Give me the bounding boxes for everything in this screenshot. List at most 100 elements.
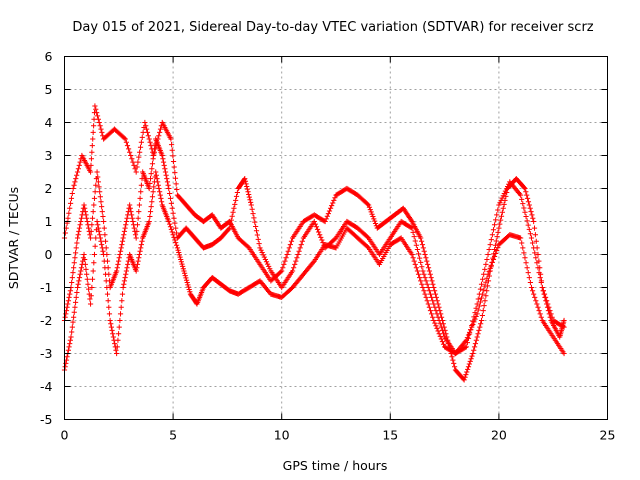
data-point — [532, 250, 538, 256]
data-point — [95, 174, 101, 180]
data-point — [96, 228, 102, 234]
data-point — [548, 311, 554, 317]
data-point — [99, 245, 105, 251]
data-point — [172, 220, 178, 226]
data-point — [100, 248, 106, 254]
data-point — [121, 281, 127, 287]
data-point — [117, 251, 123, 258]
data-point — [248, 202, 254, 208]
data-point — [138, 189, 144, 195]
data-point — [464, 335, 471, 341]
data-point — [497, 200, 503, 206]
data-point — [518, 235, 524, 241]
data-point — [101, 225, 107, 231]
data-point — [471, 344, 478, 350]
data-point — [527, 231, 533, 237]
data-point — [481, 271, 487, 277]
data-point — [489, 232, 495, 238]
data-point — [525, 199, 532, 205]
data-point — [477, 324, 483, 330]
data-point — [502, 188, 509, 194]
data-point — [91, 116, 97, 122]
data-point — [521, 205, 527, 211]
data-point — [175, 247, 181, 253]
data-point — [422, 275, 428, 281]
data-point — [78, 215, 85, 221]
data-point — [171, 234, 177, 240]
data-point — [499, 195, 505, 201]
data-point — [116, 255, 122, 261]
data-point — [90, 268, 96, 274]
data-point — [170, 158, 177, 165]
data-point — [496, 225, 502, 231]
data-point — [123, 218, 130, 225]
data-point — [427, 308, 434, 314]
data-point — [127, 202, 133, 208]
data-point — [108, 321, 114, 327]
y-tick-label: 4 — [45, 115, 53, 130]
data-point — [122, 275, 128, 281]
data-point — [519, 196, 525, 202]
x-tick-label: 20 — [491, 428, 507, 443]
data-point — [468, 356, 474, 362]
data-point — [434, 298, 440, 304]
data-point — [172, 237, 178, 243]
data-point — [531, 291, 537, 297]
data-point — [95, 116, 101, 122]
data-point — [115, 258, 122, 264]
data-point — [128, 209, 134, 215]
data-point — [134, 261, 141, 267]
data-point — [542, 294, 549, 300]
data-point — [187, 289, 193, 295]
data-point — [420, 268, 426, 274]
data-point — [127, 205, 133, 211]
data-point — [77, 271, 83, 277]
data-point — [133, 268, 139, 274]
data-point — [127, 149, 133, 155]
data-point — [169, 205, 175, 211]
data-point — [539, 284, 545, 291]
data-point — [84, 215, 90, 221]
data-point — [465, 364, 472, 370]
data-point — [478, 295, 485, 301]
data-point — [540, 288, 547, 294]
data-point — [546, 304, 552, 310]
data-point — [182, 273, 188, 279]
data-point — [168, 136, 174, 142]
data-point — [535, 265, 541, 271]
x-tick-label: 0 — [61, 428, 69, 443]
data-point — [524, 192, 530, 198]
data-point — [69, 324, 75, 330]
data-point — [365, 202, 372, 208]
data-point — [256, 241, 262, 247]
data-point — [537, 311, 543, 317]
data-point — [117, 311, 124, 317]
data-point — [69, 275, 75, 281]
data-point — [242, 176, 248, 182]
data-point — [123, 271, 129, 277]
data-point — [522, 255, 528, 261]
data-point — [263, 259, 270, 265]
data-point — [155, 182, 161, 188]
data-point — [529, 240, 536, 246]
data-point — [177, 254, 183, 260]
data-point — [135, 258, 141, 264]
data-point — [98, 238, 104, 244]
data-point — [133, 235, 139, 241]
data-point — [110, 331, 116, 337]
data-point — [70, 185, 76, 192]
data-point — [83, 266, 89, 272]
data-point — [173, 225, 179, 231]
data-point — [92, 189, 98, 195]
data-point — [426, 304, 432, 310]
data-point — [71, 265, 77, 271]
data-point — [294, 255, 300, 261]
data-point — [70, 319, 76, 325]
data-point — [254, 232, 260, 238]
data-point — [501, 190, 507, 197]
data-point — [430, 314, 436, 320]
data-point — [131, 162, 137, 168]
data-point — [88, 293, 94, 299]
data-point — [91, 251, 98, 258]
